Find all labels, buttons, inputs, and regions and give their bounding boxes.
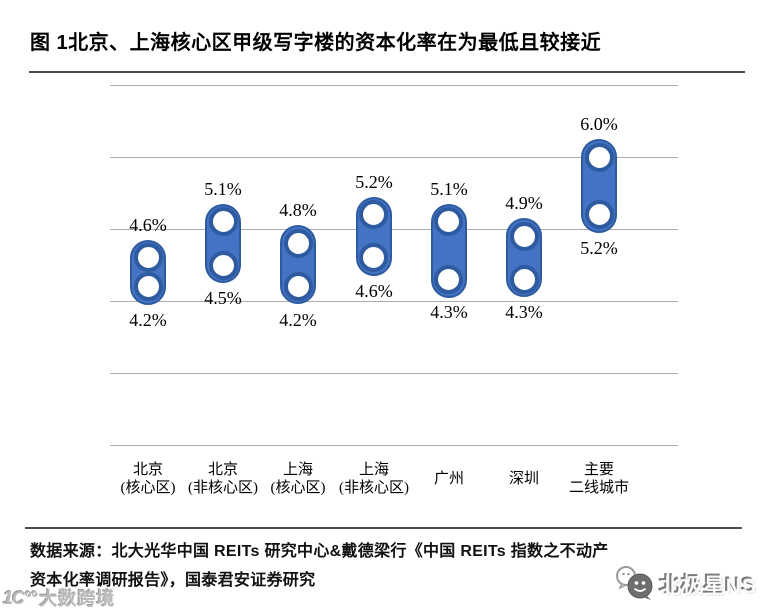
high-marker — [510, 222, 539, 251]
low-value-label: 4.2% — [279, 310, 317, 330]
category-label: 主要 二线城市 — [569, 452, 629, 506]
watermark-logo-icon: 1C°° — [3, 587, 37, 608]
watermark-text: 大数跨境 — [39, 589, 116, 609]
gridline — [110, 445, 678, 446]
category-label: 上海 (非核心区) — [339, 452, 409, 506]
low-value-label: 4.2% — [129, 310, 167, 330]
low-marker — [209, 251, 238, 280]
category-label-line: (核心区) — [270, 480, 326, 496]
gridline — [110, 373, 678, 374]
high-value-label: 5.1% — [430, 179, 468, 199]
gridline — [110, 85, 678, 86]
high-marker — [434, 207, 463, 236]
low-marker — [510, 265, 539, 294]
category-label-line: (核心区) — [120, 480, 176, 496]
category-label: 广州 — [434, 452, 464, 506]
figure-title: 图 1北京、上海核心区甲级写字楼的资本化率在为最低且较接近 — [30, 32, 602, 54]
high-value-label: 4.9% — [505, 193, 543, 213]
category-label-line: 主要 — [583, 462, 615, 478]
high-value-label: 6.0% — [580, 114, 618, 134]
low-marker — [284, 272, 313, 301]
data-source-line-2: 资本化率调研报告》，国泰君安证券研究 — [30, 572, 316, 589]
watermark-dashukuajing: 1C°° 大数跨境 — [3, 585, 115, 611]
high-marker — [359, 200, 388, 229]
low-marker — [359, 243, 388, 272]
low-marker — [134, 272, 163, 301]
gridline — [110, 301, 678, 302]
category-label-line: (非核心区) — [339, 480, 409, 496]
high-marker — [209, 207, 238, 236]
brand-text: 北极星NS — [659, 574, 757, 598]
low-value-label: 5.2% — [580, 238, 618, 258]
category-label-line: 上海 — [282, 462, 313, 478]
low-value-label: 4.3% — [430, 302, 468, 322]
high-marker — [134, 243, 163, 272]
high-value-label: 5.1% — [204, 179, 242, 199]
title-divider — [29, 71, 745, 73]
source-divider — [25, 527, 742, 529]
category-label-line: 二线城市 — [568, 480, 630, 496]
high-marker — [585, 143, 614, 172]
category-label: 上海 (核心区) — [271, 452, 326, 506]
category-label-line: 北京 — [207, 462, 238, 478]
category-label: 北京 (非核心区) — [188, 452, 258, 506]
category-label-line: 广州 — [433, 471, 465, 487]
chat-bubbles-logo-icon — [614, 560, 656, 609]
high-value-label: 4.8% — [279, 200, 317, 220]
category-label-line: 北京 — [132, 462, 163, 478]
high-marker — [284, 229, 313, 258]
category-label-line: 上海 — [358, 462, 389, 478]
low-marker — [434, 265, 463, 294]
low-value-label: 4.5% — [204, 288, 242, 308]
low-value-label: 4.6% — [355, 281, 393, 301]
gridline — [110, 229, 678, 230]
category-label: 北京 (核心区) — [121, 452, 176, 506]
low-value-label: 4.3% — [505, 302, 543, 322]
category-label-line: 深圳 — [508, 471, 540, 487]
data-source-line-1: 数据来源：北大光华中国 REITs 研究中心&戴德梁行《中国 REITs 指数之… — [30, 543, 609, 560]
high-value-label: 5.2% — [355, 172, 393, 192]
category-label: 深圳 — [509, 452, 539, 506]
high-value-label: 4.6% — [129, 215, 167, 235]
brand-watermark: 北极星NS — [614, 560, 757, 609]
gridline — [110, 157, 678, 158]
category-label-line: (非核心区) — [188, 480, 258, 496]
low-marker — [585, 200, 614, 229]
